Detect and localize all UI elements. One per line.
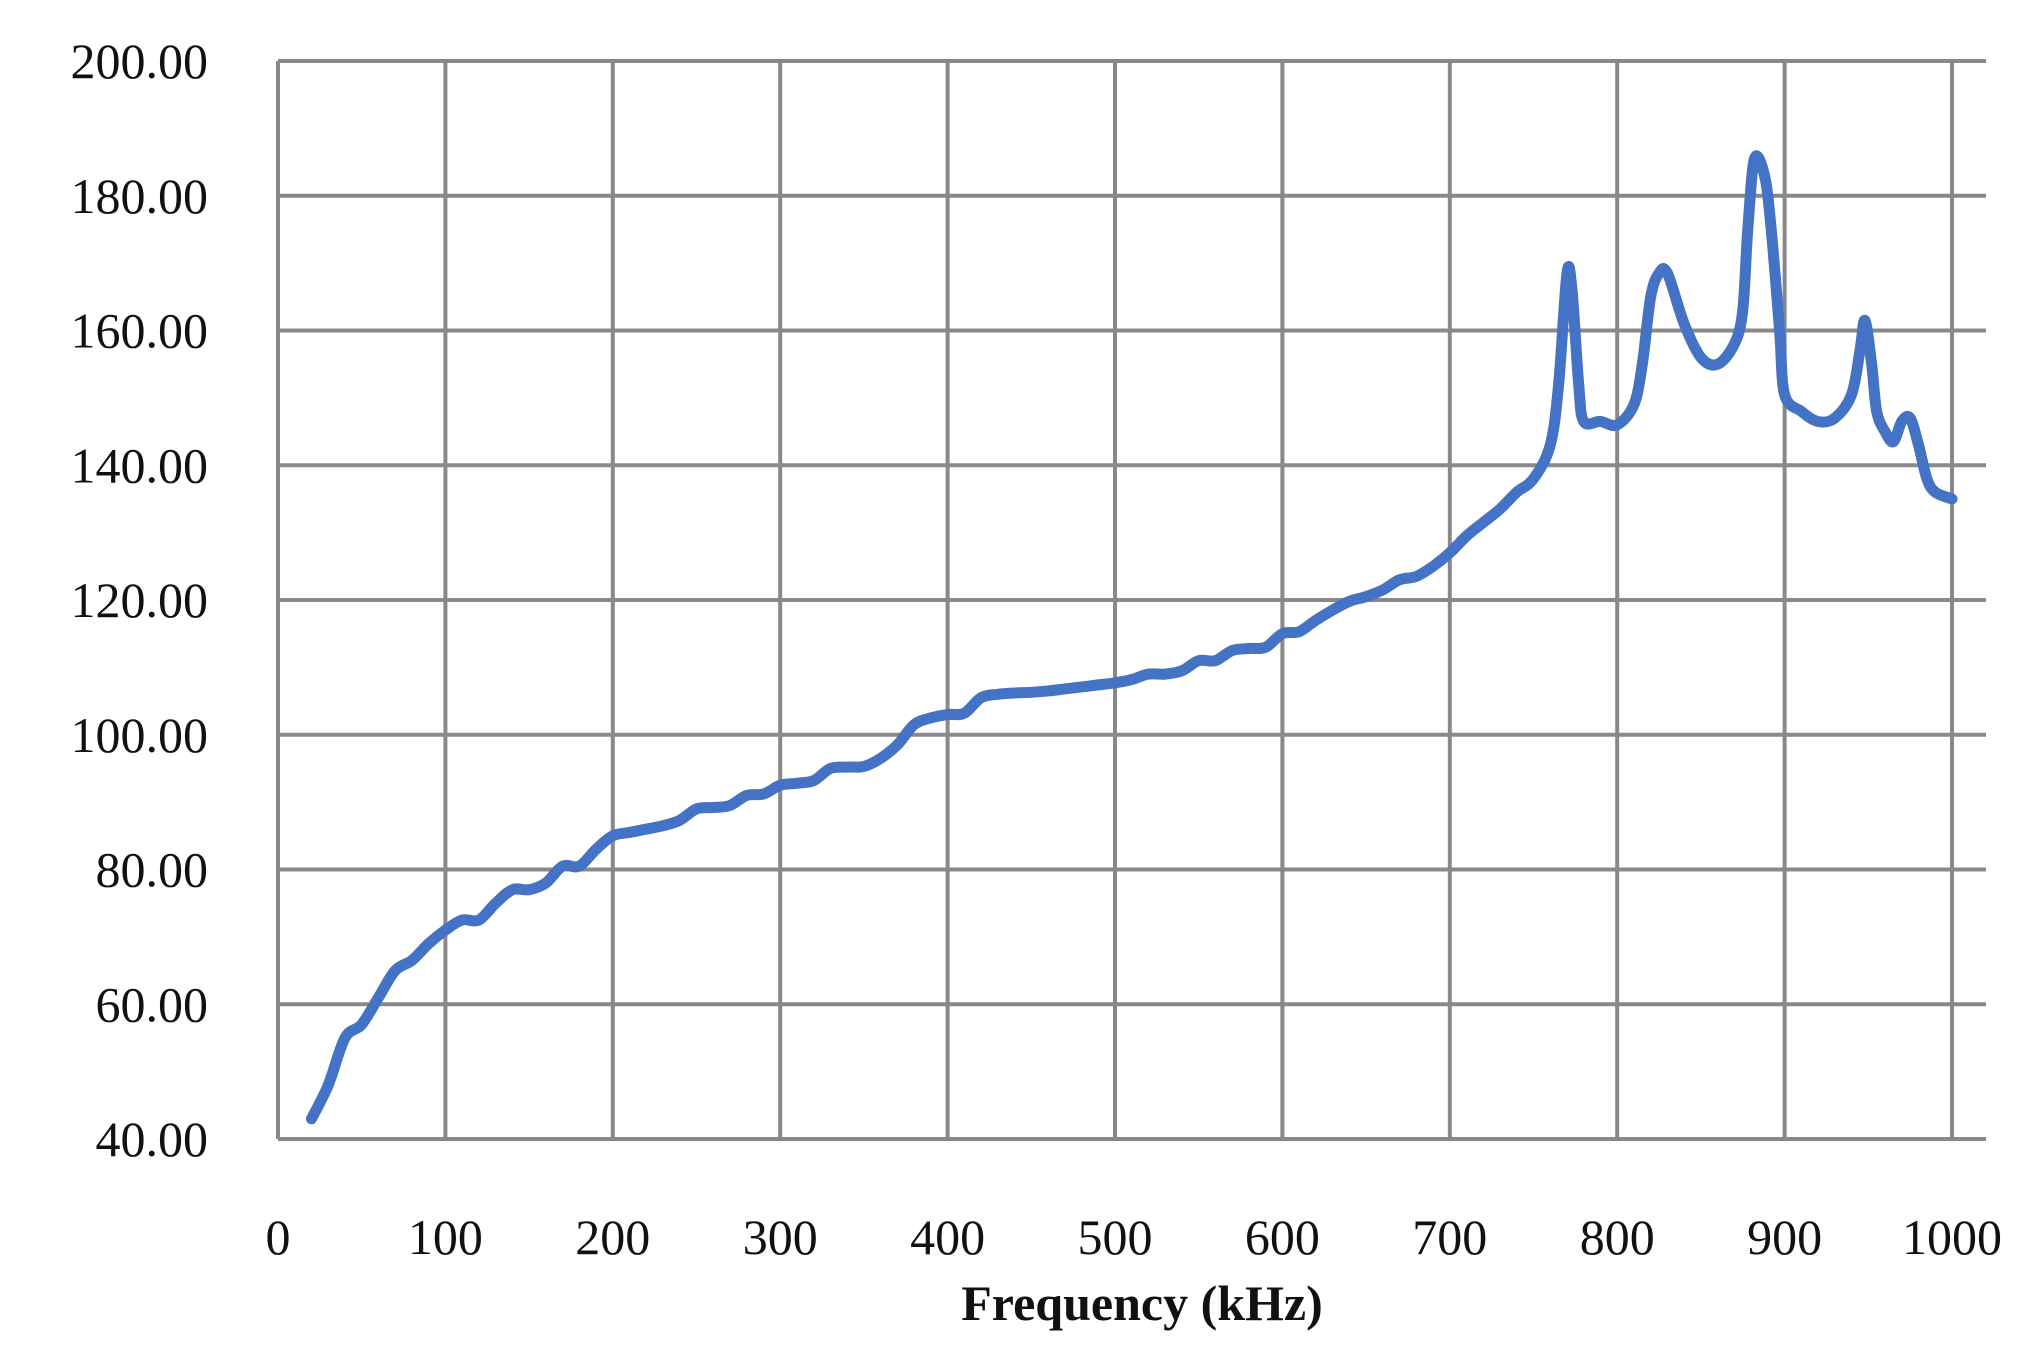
y-tick-label: 60.00	[96, 976, 209, 1032]
x-axis-ticks: 0 100 200 300 400 500 600 700 800 900 1000	[266, 1209, 2003, 1265]
x-tick-label: 400	[910, 1209, 985, 1265]
y-tick-label: 120.00	[71, 572, 209, 628]
x-tick-label: 200	[575, 1209, 650, 1265]
x-axis-title: Frequency (kHz)	[961, 1275, 1323, 1331]
x-tick-label: 1000	[1902, 1209, 2002, 1265]
y-tick-label: 140.00	[71, 437, 209, 493]
y-axis-ticks: 40.00 60.00 80.00 100.00 120.00 140.00 160.00 1…	[71, 33, 209, 1167]
y-tick-label: 200.00	[71, 33, 209, 89]
x-tick-label: 900	[1747, 1209, 1822, 1265]
x-tick-label: 300	[743, 1209, 818, 1265]
series-line	[305, 150, 1958, 1125]
y-tick-label: 80.00	[96, 842, 209, 898]
x-tick-label: 0	[266, 1209, 291, 1265]
x-tick-label: 700	[1412, 1209, 1487, 1265]
y-tick-label: 100.00	[71, 707, 209, 763]
x-tick-label: 100	[408, 1209, 483, 1265]
x-tick-label: 800	[1580, 1209, 1655, 1265]
x-tick-label: 600	[1245, 1209, 1320, 1265]
y-tick-label: 160.00	[71, 303, 209, 359]
series-group	[305, 150, 1958, 1125]
grid	[276, 59, 1986, 1141]
x-tick-label: 500	[1078, 1209, 1153, 1265]
y-tick-label: 180.00	[71, 168, 209, 224]
y-tick-label: 40.00	[96, 1111, 209, 1167]
